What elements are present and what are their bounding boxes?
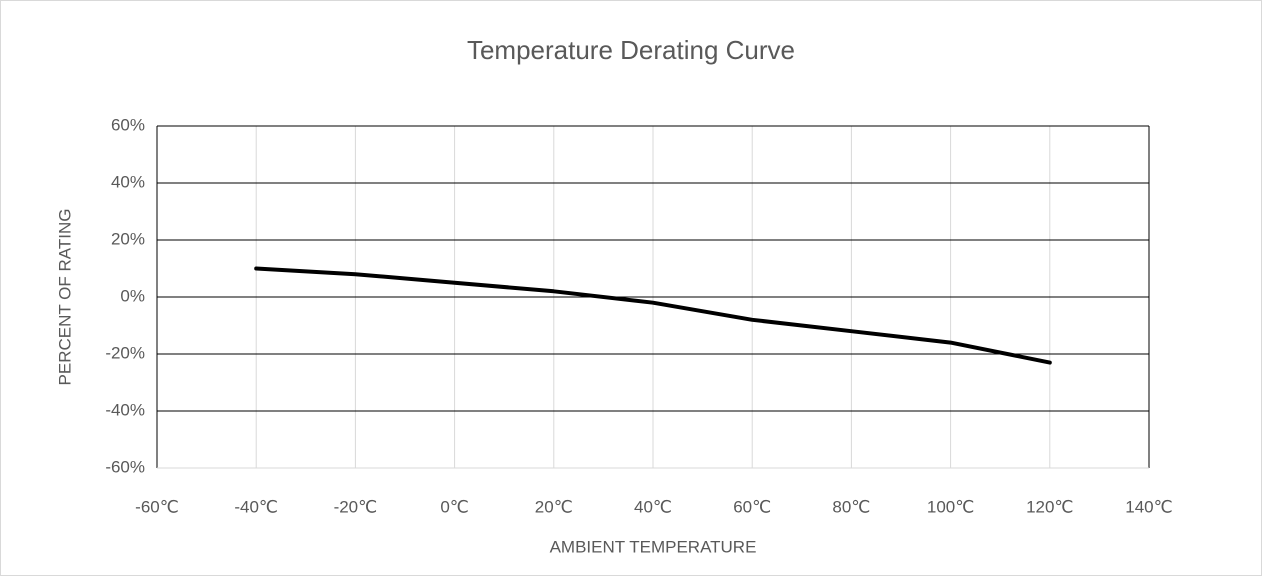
x-tick-label: -60℃: [135, 497, 179, 516]
y-axis-label: PERCENT OF RATING: [55, 209, 74, 386]
y-tick-label: -20%: [105, 343, 145, 362]
x-tick-label: 80℃: [832, 497, 870, 516]
y-tick-label: -60%: [105, 457, 145, 476]
x-tick-label: 60℃: [733, 497, 771, 516]
y-tick-label: 40%: [111, 172, 145, 191]
x-tick-label: 20℃: [535, 497, 573, 516]
x-tick-label: 140℃: [1125, 497, 1172, 516]
y-tick-label: 0%: [120, 286, 145, 305]
x-tick-label: 100℃: [927, 497, 974, 516]
x-tick-label: 0℃: [440, 497, 469, 516]
chart-title: Temperature Derating Curve: [467, 35, 795, 65]
x-tick-label: -40℃: [234, 497, 278, 516]
x-axis-label: AMBIENT TEMPERATURE: [550, 537, 757, 556]
y-tick-label: 60%: [111, 115, 145, 134]
x-tick-label: 40℃: [634, 497, 672, 516]
x-tick-label: 120℃: [1026, 497, 1073, 516]
y-tick-label: -40%: [105, 400, 145, 419]
y-tick-label: 20%: [111, 229, 145, 248]
data-line: [254, 266, 1052, 365]
x-tick-label: -20℃: [334, 497, 378, 516]
